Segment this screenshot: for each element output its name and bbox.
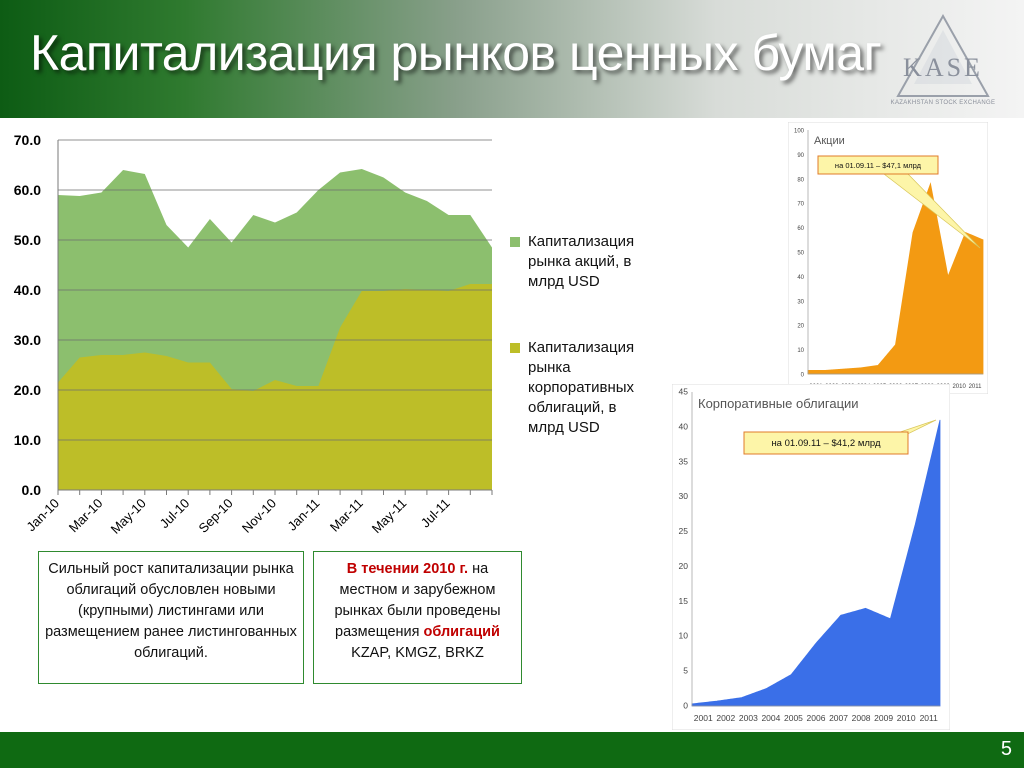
y-tick-label: 60.0 xyxy=(14,182,41,198)
y-tick-label: 50.0 xyxy=(14,232,41,248)
y-tick-label: 70.0 xyxy=(14,132,41,148)
mini-x-tick-label: 2011 xyxy=(920,713,939,723)
mini-y-tick-label: 80 xyxy=(797,177,804,183)
mini-x-tick-label: 2006 xyxy=(807,713,826,723)
x-tick-label: Jan-11 xyxy=(284,496,322,534)
x-tick-label: Jan-10 xyxy=(23,496,62,535)
mini-x-tick-label: 2008 xyxy=(852,713,871,723)
stocks-mini-chart: 0102030405060708090100200120022003200420… xyxy=(788,122,988,394)
annotation-text: на 01.09.11 – $47,1 млрд xyxy=(835,161,922,170)
mini-y-tick-label: 5 xyxy=(683,666,688,676)
legend-item-bonds: Капитализация рынка корпоративных облига… xyxy=(510,338,650,438)
note-placements-middle: на местном и зарубежном рынках были пров… xyxy=(334,561,501,640)
mini-x-tick-label: 2011 xyxy=(969,384,983,390)
x-tick-label: May-10 xyxy=(108,496,149,537)
mini-chart-title: Корпоративные облигации xyxy=(698,396,859,411)
mini-y-tick-label: 100 xyxy=(794,129,805,135)
note-placements-year: В течении 2010 г. xyxy=(346,561,469,577)
mini-y-tick-label: 20 xyxy=(797,324,804,330)
note-placements-bonds: облигаций xyxy=(423,624,500,640)
x-tick-label: May-11 xyxy=(369,496,410,537)
mini-y-tick-label: 30 xyxy=(679,491,689,501)
footer-bar: 5 xyxy=(0,732,1024,768)
mini-y-tick-label: 25 xyxy=(679,526,689,536)
mini-x-tick-label: 2007 xyxy=(829,713,848,723)
mini-y-tick-label: 0 xyxy=(683,701,688,711)
x-tick-label: Jul-11 xyxy=(418,496,453,531)
page-title: Капитализация рынков ценных бумаг xyxy=(30,25,882,81)
mini-x-tick-label: 2003 xyxy=(739,713,758,723)
chart-legend: Капитализация рынка акций, в млрд USD Ка… xyxy=(510,232,650,438)
mini-y-tick-label: 50 xyxy=(797,251,804,257)
mini-chart-title: Акции xyxy=(814,135,845,147)
logo-subtitle: KAZAKHSTAN STOCK EXCHANGE xyxy=(890,100,996,106)
mini-x-tick-label: 2001 xyxy=(694,713,713,723)
mini-y-tick-label: 10 xyxy=(797,348,804,354)
mini-x-tick-label: 2004 xyxy=(761,713,780,723)
y-tick-label: 20.0 xyxy=(14,382,41,398)
mini-x-tick-label: 2005 xyxy=(784,713,803,723)
bonds-mini-chart: 0 5 10 15 20 25 30 35 40 45 2001 2002 2003 2004 2005 20… xyxy=(672,384,950,730)
annotation-box xyxy=(743,431,909,455)
mini-x-tick-label: 2010 xyxy=(952,384,966,390)
y-tick-label: 30.0 xyxy=(14,332,41,348)
legend-item-stocks: Капитализация рынка акций, в млрд USD xyxy=(510,232,650,292)
mini-y-tick-label: 90 xyxy=(797,153,804,159)
mini-y-tick-label: 15 xyxy=(679,596,689,606)
legend-swatch-stocks xyxy=(510,237,520,247)
annotation-box xyxy=(817,155,939,175)
mini-x-tick-label: 2009 xyxy=(874,713,893,723)
note-bond-growth: Сильный рост капитализации рынка облигац… xyxy=(38,551,304,684)
logo-text: KASE xyxy=(903,53,983,82)
area-series-bonds xyxy=(58,284,492,490)
mini-y-tick-label: 0 xyxy=(801,373,805,379)
mini-y-tick-label: 40 xyxy=(679,421,689,431)
mini-y-tick-label: 70 xyxy=(797,202,804,208)
y-tick-label: 10.0 xyxy=(14,432,41,448)
y-tick-label: 40.0 xyxy=(14,282,41,298)
note-placements: В течении 2010 г. на местном и зарубежно… xyxy=(313,551,522,684)
mini-y-tick-label: 60 xyxy=(797,226,804,232)
header-banner: Капитализация рынков ценных бумаг KASE K… xyxy=(0,0,1024,118)
mini-y-tick-label: 40 xyxy=(797,275,804,281)
mini-x-tick-label: 2010 xyxy=(897,713,916,723)
x-tick-label: Mar-11 xyxy=(327,496,366,535)
annotation-text: на 01.09.11 – $41,2 млрд xyxy=(771,438,881,449)
legend-label-stocks: Капитализация рынка акций, в млрд USD xyxy=(528,233,635,290)
legend-label-bonds: Капитализация рынка корпоративных облига… xyxy=(528,339,635,436)
page-number: 5 xyxy=(1000,738,1012,760)
legend-swatch-bonds xyxy=(510,343,520,353)
mini-area-series xyxy=(691,419,941,707)
y-tick-label: 0.0 xyxy=(22,482,42,498)
mini-y-tick-label: 10 xyxy=(679,631,689,641)
mini-y-tick-label: 30 xyxy=(797,299,804,305)
mini-y-tick-label: 45 xyxy=(679,387,689,397)
x-tick-label: Jul-10 xyxy=(157,496,193,532)
note-placements-tickers: KZAP, KMGZ, BRKZ xyxy=(351,645,484,661)
x-tick-label: Sep-10 xyxy=(195,496,235,536)
x-tick-label: Nov-10 xyxy=(239,496,279,536)
kase-logo-icon: KASE xyxy=(896,13,990,97)
mini-y-tick-label: 20 xyxy=(679,561,689,571)
mini-area-series xyxy=(807,182,984,375)
kase-logo: KASE KAZAKHSTAN STOCK EXCHANGE xyxy=(888,12,998,110)
x-tick-label: Mar-10 xyxy=(66,496,106,536)
mini-x-tick-label: 2002 xyxy=(716,713,735,723)
mini-y-tick-label: 35 xyxy=(679,456,689,466)
